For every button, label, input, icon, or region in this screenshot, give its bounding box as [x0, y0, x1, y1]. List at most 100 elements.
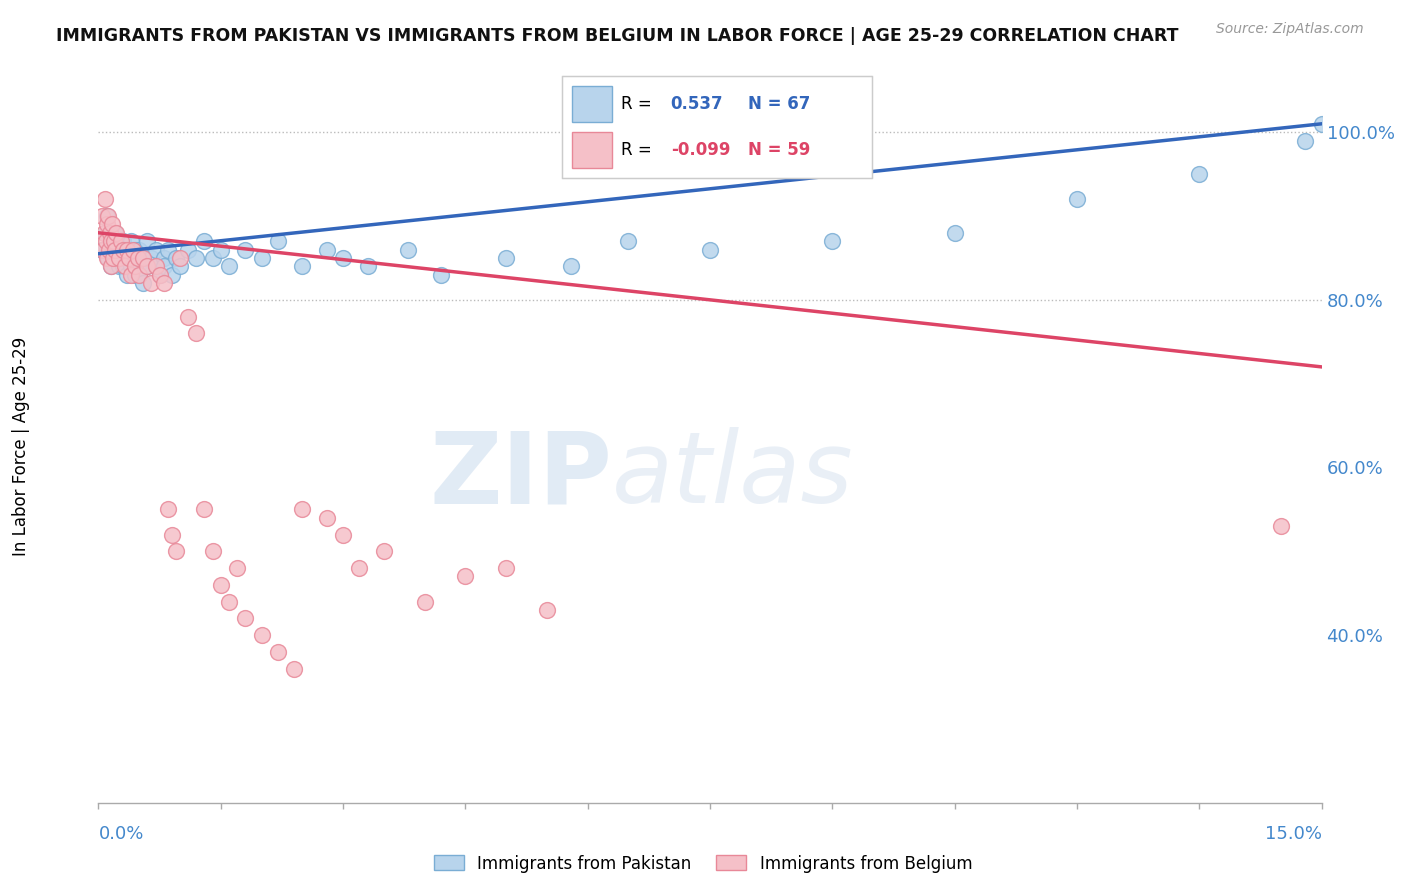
Point [201, 251, 224, 265]
Point [115, 243, 138, 257]
Point [94, 234, 117, 248]
Point [177, 243, 200, 257]
Point [120, 260, 142, 274]
Point [94, 226, 117, 240]
Point [127, 251, 149, 265]
Point [101, 251, 124, 265]
Point [396, 243, 419, 257]
Point [100, 234, 122, 248]
Point [160, 268, 183, 282]
Point [1310, 117, 1333, 131]
Point [1294, 134, 1316, 148]
Text: N = 67: N = 67 [748, 95, 810, 113]
Point [332, 251, 354, 265]
Point [250, 251, 273, 265]
Text: R =: R = [621, 141, 657, 159]
Point [943, 226, 966, 240]
Text: N = 59: N = 59 [748, 141, 810, 159]
Point [98, 243, 121, 257]
Point [152, 251, 174, 265]
Point [108, 243, 131, 257]
Text: 0.0%: 0.0% [98, 825, 143, 843]
FancyBboxPatch shape [572, 132, 612, 168]
Point [128, 243, 150, 257]
Point [291, 260, 314, 274]
Point [97, 209, 120, 223]
Point [617, 234, 640, 248]
Point [1188, 167, 1211, 181]
Point [156, 502, 179, 516]
Point [121, 243, 143, 257]
Point [124, 268, 146, 282]
Point [115, 268, 138, 282]
Point [101, 243, 124, 257]
Point [186, 251, 208, 265]
Point [349, 561, 371, 575]
Point [91, 243, 114, 257]
Point [267, 645, 290, 659]
Point [169, 260, 191, 274]
Point [169, 251, 191, 265]
Point [96, 251, 118, 265]
Point [152, 260, 174, 274]
Point [267, 234, 290, 248]
Point [94, 192, 117, 206]
Point [127, 260, 149, 274]
Text: IMMIGRANTS FROM PAKISTAN VS IMMIGRANTS FROM BELGIUM IN LABOR FORCE | AGE 25-29 C: IMMIGRANTS FROM PAKISTAN VS IMMIGRANTS F… [56, 27, 1178, 45]
Point [209, 578, 232, 592]
Text: 0.537: 0.537 [671, 95, 723, 113]
Point [98, 226, 121, 240]
Point [233, 243, 256, 257]
Point [149, 268, 172, 282]
Point [315, 510, 337, 524]
Point [128, 268, 150, 282]
Point [105, 226, 128, 240]
Point [193, 502, 215, 516]
Point [536, 603, 558, 617]
Point [132, 251, 155, 265]
Point [152, 276, 174, 290]
Point [495, 561, 517, 575]
Point [91, 209, 114, 223]
Point [177, 310, 200, 324]
Point [454, 569, 477, 583]
Point [332, 527, 354, 541]
Point [118, 251, 141, 265]
Point [110, 251, 132, 265]
Point [250, 628, 273, 642]
Point [101, 218, 124, 232]
Point [96, 243, 118, 257]
Point [105, 234, 128, 248]
Point [283, 662, 305, 676]
Point [160, 527, 183, 541]
Point [165, 544, 187, 558]
Point [93, 226, 115, 240]
Text: -0.099: -0.099 [671, 141, 730, 159]
Text: In Labor Force | Age 25-29: In Labor Force | Age 25-29 [13, 336, 30, 556]
Point [111, 243, 134, 257]
Point [821, 234, 844, 248]
Point [136, 260, 159, 274]
Point [209, 243, 232, 257]
Point [315, 243, 337, 257]
Point [100, 260, 122, 274]
Point [118, 243, 141, 257]
Point [110, 234, 132, 248]
Point [91, 243, 114, 257]
Point [149, 268, 172, 282]
Point [128, 268, 150, 282]
Point [104, 251, 127, 265]
Point [104, 226, 127, 240]
Point [226, 561, 249, 575]
Point [96, 209, 118, 223]
Point [145, 260, 167, 274]
Point [111, 260, 134, 274]
Point [104, 243, 127, 257]
Point [233, 611, 256, 625]
Point [132, 276, 155, 290]
Point [145, 243, 167, 257]
Point [356, 260, 378, 274]
Point [103, 234, 125, 248]
Point [136, 260, 159, 274]
Point [108, 260, 131, 274]
